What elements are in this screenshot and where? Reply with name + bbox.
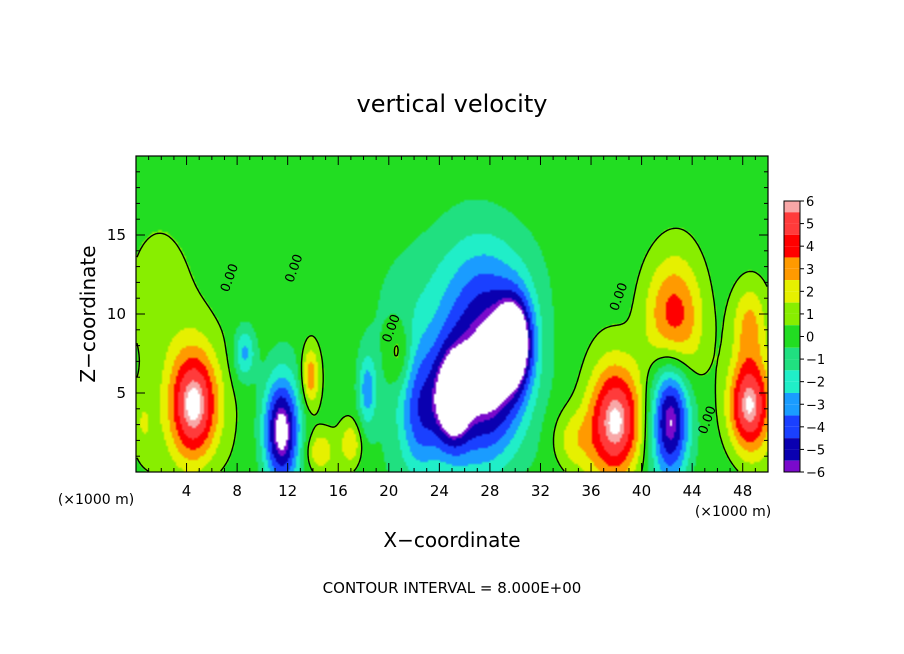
velocity-field (136, 156, 768, 472)
colorbar-swatch (784, 246, 800, 258)
colorbar-swatch (784, 415, 800, 427)
colorbar-swatch (784, 257, 800, 269)
x-tick-label: 28 (480, 482, 499, 500)
chart-title: vertical velocity (357, 90, 548, 118)
colorbar-swatch (784, 404, 800, 416)
colorbar-swatch (784, 347, 800, 360)
colorbar-label: −4 (806, 421, 825, 436)
colorbar-swatch (784, 336, 800, 348)
colorbar-swatch (784, 280, 800, 292)
x-tick-label: 24 (430, 482, 449, 500)
y-axis-label: Z−coordinate (76, 245, 100, 382)
zero-contour-line (136, 227, 768, 472)
colorbar-label: 4 (806, 240, 814, 255)
colorbar-label: 2 (806, 285, 814, 300)
x-unit-right: (×1000 m) (695, 504, 771, 520)
colorbar-swatch (784, 449, 800, 461)
y-tick-label: 10 (107, 305, 126, 323)
colorbar-label: 5 (806, 218, 814, 233)
colorbar-swatch (784, 325, 800, 337)
colorbar-swatch (784, 223, 800, 235)
x-tick-label: 36 (581, 482, 600, 500)
colorbar-swatch (784, 370, 800, 382)
colorbar-swatch (784, 438, 800, 450)
plot-area: 0.00 0.000.000.000.00 4 8 12 16 20 24 28 32 36 40 4… (107, 155, 769, 500)
colorbar-label: −3 (806, 398, 825, 413)
colorbar-swatch (784, 302, 800, 314)
colorbar-swatch (784, 313, 800, 326)
colorbar-label: 3 (806, 263, 814, 278)
contour-interval-note: CONTOUR INTERVAL = 8.000E+00 (323, 579, 582, 597)
x-tick-label: 48 (733, 482, 752, 500)
y-tick-label: 15 (107, 226, 126, 244)
colorbar-label: −1 (806, 353, 825, 368)
colorbar-label: −5 (806, 443, 825, 458)
colorbar-label: −6 (806, 466, 825, 481)
colorbar-label: 6 (806, 195, 814, 210)
x-tick-label: 44 (683, 482, 702, 500)
x-unit-left: (×1000 m) (58, 492, 134, 508)
y-tick-label: 5 (116, 384, 126, 402)
x-tick-label: 8 (232, 482, 242, 500)
x-tick-label: 20 (379, 482, 398, 500)
x-tick-label: 40 (632, 482, 651, 500)
colorbar-swatch (784, 201, 800, 213)
colorbar-swatch (784, 426, 800, 439)
y-axis-ticks: 5 10 15 (107, 155, 768, 473)
x-tick-label: 16 (329, 482, 348, 500)
x-tick-label: 4 (182, 482, 192, 500)
colorbar-swatch (784, 381, 800, 393)
colorbar-swatch (784, 392, 800, 405)
x-tick-label: 32 (531, 482, 550, 500)
colorbar-swatch (784, 234, 800, 247)
colorbar-swatch (784, 359, 800, 371)
colorbar-swatch (784, 212, 800, 224)
colorbar-swatch (784, 460, 800, 472)
x-axis-label: X−coordinate (383, 528, 520, 552)
x-tick-label: 12 (278, 482, 297, 500)
colorbar-label: 0 (806, 331, 814, 346)
zero-contours (136, 227, 768, 472)
colorbar-label: 1 (806, 308, 814, 323)
colorbar-label: −2 (806, 376, 825, 391)
colorbar-swatch (784, 268, 800, 281)
colorbar: 6 5 4 3 2 1 0 −1 −2 −3 −4 −5 −6 (783, 195, 825, 481)
colorbar-swatch (784, 291, 800, 303)
x-axis-ticks: 4 8 12 16 20 24 28 32 36 40 44 48 (135, 156, 769, 500)
